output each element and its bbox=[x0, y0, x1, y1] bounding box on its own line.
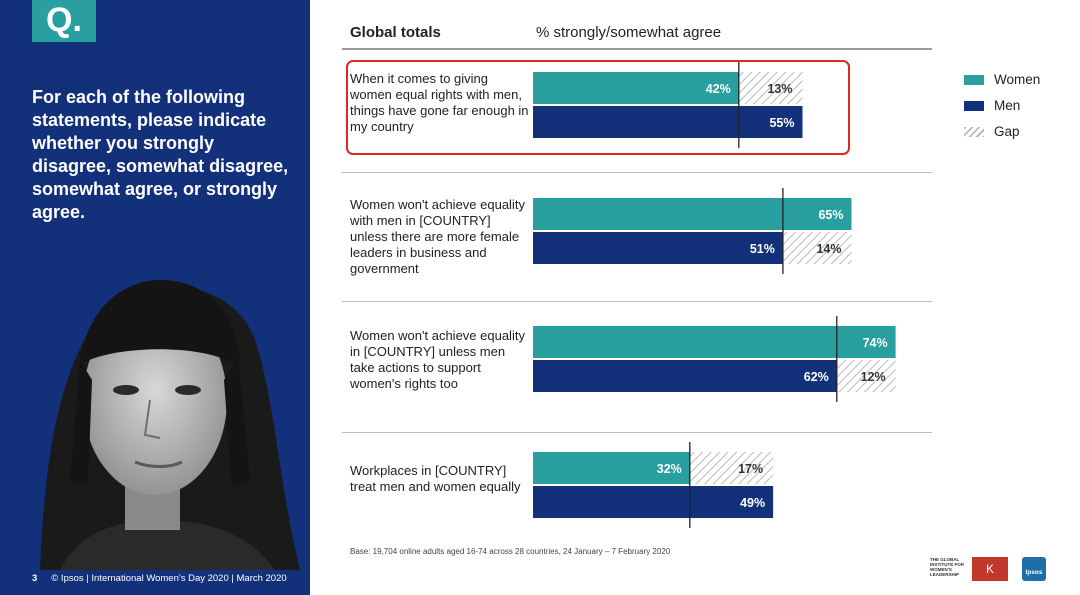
header-rule bbox=[342, 48, 932, 50]
men-swatch bbox=[964, 101, 984, 111]
credit-text: © Ipsos | International Women's Day 2020… bbox=[51, 573, 287, 584]
gap-value-label: 14% bbox=[816, 242, 841, 256]
women-bar bbox=[533, 326, 896, 358]
men-value-label: 55% bbox=[769, 116, 794, 130]
gap-value-label: 13% bbox=[767, 82, 792, 96]
gap-swatch bbox=[964, 127, 984, 137]
gap-value-label: 17% bbox=[738, 462, 763, 476]
legend-label: Gap bbox=[994, 124, 1020, 139]
q-badge: Q. bbox=[32, 0, 96, 42]
gap-value-label: 12% bbox=[861, 370, 886, 384]
legend-label: Men bbox=[994, 98, 1021, 113]
chart-title: Global totals bbox=[350, 24, 441, 41]
kings-college-logo: K bbox=[972, 557, 1008, 581]
women-value-label: 32% bbox=[657, 462, 682, 476]
ipsos-logo: Ipsos bbox=[1022, 557, 1046, 581]
chart-subtitle: % strongly/somewhat agree bbox=[536, 24, 722, 41]
highlight-box bbox=[346, 60, 850, 155]
institute-logo: THE GLOBAL INSTITUTE FOR WOMEN'S LEADERS… bbox=[930, 557, 964, 577]
gap-bar bbox=[836, 360, 896, 392]
women-value-label: 74% bbox=[863, 336, 888, 350]
row-divider bbox=[342, 172, 932, 173]
men-bar bbox=[533, 486, 774, 518]
page-number: 3 bbox=[32, 573, 38, 584]
row-divider bbox=[342, 432, 932, 433]
women-swatch bbox=[964, 75, 984, 85]
gap-bar bbox=[738, 72, 803, 104]
women-bar bbox=[533, 72, 739, 104]
men-bar bbox=[533, 232, 783, 264]
men-bar bbox=[533, 106, 803, 138]
question-panel: Q. For each of the following statements,… bbox=[0, 0, 310, 595]
women-value-label: 42% bbox=[706, 82, 731, 96]
women-bar bbox=[533, 198, 852, 230]
men-value-label: 62% bbox=[804, 370, 829, 384]
gap-bar bbox=[782, 232, 852, 264]
statement-label: Women won't achieve equality in [COUNTRY… bbox=[350, 328, 525, 391]
men-value-label: 49% bbox=[740, 496, 765, 510]
statement-label: Women won't achieve equality with men in… bbox=[350, 197, 525, 276]
legend-label: Women bbox=[994, 72, 1041, 87]
statement-label: Workplaces in [COUNTRY] treat men and wo… bbox=[350, 463, 521, 494]
row-divider bbox=[342, 301, 932, 302]
footer-credit: 3 © Ipsos | International Women's Day 202… bbox=[32, 573, 287, 584]
question-text: For each of the following statements, pl… bbox=[32, 87, 289, 222]
women-value-label: 65% bbox=[818, 208, 843, 222]
base-note: Base: 19,704 online adults aged 16-74 ac… bbox=[350, 547, 671, 556]
women-bar bbox=[533, 452, 690, 484]
men-value-label: 51% bbox=[750, 242, 775, 256]
portrait-image bbox=[40, 280, 300, 570]
men-bar bbox=[533, 360, 837, 392]
statement-label: When it comes to giving women equal righ… bbox=[350, 71, 529, 134]
gap-bar bbox=[689, 452, 774, 484]
